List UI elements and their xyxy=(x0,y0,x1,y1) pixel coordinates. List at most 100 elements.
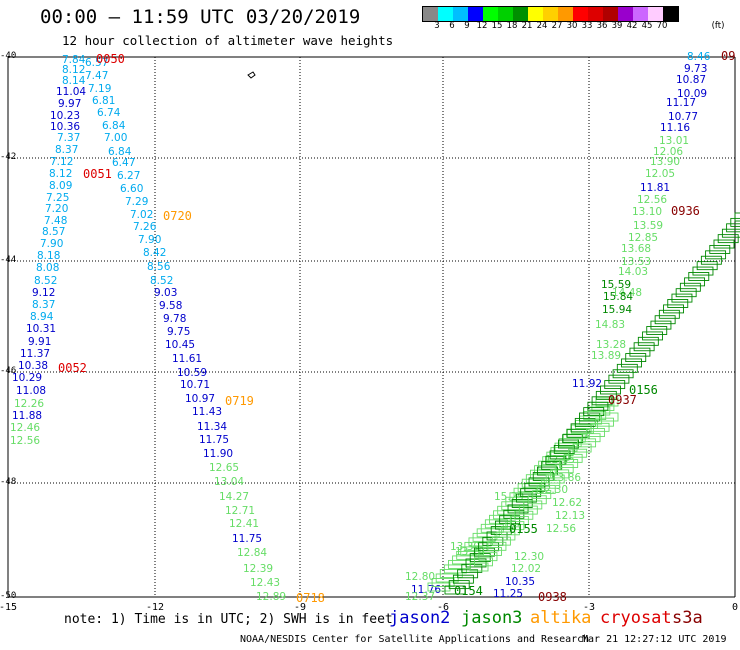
wave-height-label: 11.04 xyxy=(56,86,86,98)
scale-label: 6 xyxy=(449,21,455,31)
wave-height-label: 12.30 xyxy=(514,551,544,563)
scale-swatch xyxy=(423,7,438,21)
scale-label: 39 xyxy=(611,21,623,31)
wave-height-label: 8.12 xyxy=(49,168,72,180)
wave-height-label: 8.37 xyxy=(32,299,55,311)
wave-height-label: 7.84 xyxy=(62,54,86,66)
scale-unit: (ft) xyxy=(711,21,725,31)
scale-swatch xyxy=(513,7,528,21)
wave-height-label: 12.89 xyxy=(256,591,286,603)
longitude-label: -9 xyxy=(293,602,307,613)
generated-timestamp: Mar 21 12:27:12 UTC 2019 xyxy=(582,634,727,645)
legend-altika: altika xyxy=(530,608,592,628)
scale-swatch xyxy=(618,7,633,21)
wave-height-label: 12.26 xyxy=(14,398,44,410)
time-tags: 0050 0051 0052 0720 0719 0718 0936 0937 0938 09 01… xyxy=(58,49,735,605)
island-outline xyxy=(247,71,256,79)
wave-height-label: 11.43 xyxy=(192,406,222,418)
wave-height-label: 9.58 xyxy=(159,300,182,312)
wave-height-label: 15.94 xyxy=(602,304,632,316)
wave-height-label: 11.37 xyxy=(20,348,50,360)
pass-time-tag: 0720 xyxy=(163,209,192,223)
wave-height-label: 12.56 xyxy=(546,523,576,535)
wave-height-label: 9.12 xyxy=(32,287,55,299)
pass-time-tag: 0938 xyxy=(538,590,567,604)
wave-height-label: 9.75 xyxy=(167,326,190,338)
scale-label: 30 xyxy=(566,21,578,31)
wave-height-label: 13.89 xyxy=(591,350,621,362)
page-title: 00:00 — 11:59 UTC 03/20/2019 xyxy=(40,6,361,28)
wave-height-label: 10.35 xyxy=(505,576,535,588)
wave-height-label: 12.41 xyxy=(229,518,259,530)
wave-height-label: 14.03 xyxy=(618,266,648,278)
wave-height-label: 6.84 xyxy=(102,120,126,132)
wave-height-label: 11.34 xyxy=(197,421,227,433)
latitude-label: -46 xyxy=(0,366,17,376)
wave-height-label: 11.16 xyxy=(660,122,690,134)
scale-swatch xyxy=(558,7,573,21)
longitude-label: -3 xyxy=(582,602,596,613)
wave-height-label: 7.12 xyxy=(50,156,73,168)
wave-height-label: 11.92 xyxy=(572,378,602,390)
latitude-label: -40 xyxy=(0,51,17,61)
wave-height-label: 7.90 xyxy=(138,234,161,246)
wave-height-label: 7.19 xyxy=(88,83,111,95)
color-scale xyxy=(422,6,679,22)
graticule xyxy=(7,56,736,598)
pass-time-tag: 09 xyxy=(721,49,735,63)
wave-height-label: 6.74 xyxy=(97,107,121,119)
latitude-label: -48 xyxy=(0,477,17,487)
wave-height-label: 8.18 xyxy=(37,250,60,262)
wave-height-label: 8.37 xyxy=(55,144,78,156)
wave-height-label: 8.42 xyxy=(143,247,166,259)
wave-height-label: 13.53 xyxy=(621,256,651,268)
scale-label: 9 xyxy=(464,21,470,31)
wave-height-label: 8.09 xyxy=(49,180,72,192)
scale-swatch xyxy=(498,7,513,21)
scale-label: 3 xyxy=(434,21,440,31)
scale-label: 42 xyxy=(626,21,638,31)
wave-height-label: 11.17 xyxy=(666,97,696,109)
scale-label: 24 xyxy=(536,21,548,31)
wave-height-label: 7.47 xyxy=(85,70,108,82)
scale-label: 12 xyxy=(476,21,488,31)
scale-swatch xyxy=(588,7,603,21)
wave-height-label: 13.59 xyxy=(633,220,663,232)
wave-height-label: 12.71 xyxy=(225,505,255,517)
wave-height-label: 11.90 xyxy=(203,448,233,460)
wave-height-label: 11.81 xyxy=(640,182,670,194)
scale-label: 18 xyxy=(506,21,518,31)
scale-swatch xyxy=(603,7,618,21)
pass-time-tag: 0156 xyxy=(629,383,658,397)
wave-height-label: 6.81 xyxy=(92,95,115,107)
scale-label: 27 xyxy=(551,21,563,31)
page-subtitle: 12 hour collection of altimeter wave hei… xyxy=(62,33,394,48)
wave-height-label: 12.13 xyxy=(555,510,585,522)
wave-height-label: 7.48 xyxy=(44,215,67,227)
pass-time-tag: 0050 xyxy=(96,52,125,66)
wave-height-label: 10.45 xyxy=(165,339,195,351)
pass-time-tag: 0051 xyxy=(83,167,112,181)
wave-height-label: 8.57 xyxy=(42,226,65,238)
wave-height-label: 11.88 xyxy=(12,410,42,422)
wave-height-label: 11.61 xyxy=(172,353,202,365)
longitude-label: -12 xyxy=(145,602,165,613)
wave-height-label: 9.73 xyxy=(684,63,707,75)
wave-height-label: 14.27 xyxy=(219,491,249,503)
wave-height-label: 12.39 xyxy=(243,563,273,575)
latitude-label: -50 xyxy=(0,591,17,601)
wave-height-label: 9.03 xyxy=(154,287,177,299)
wave-height-label: 7.02 xyxy=(130,209,153,221)
wave-height-label: 14.83 xyxy=(595,319,625,331)
wave-height-label: 7.26 xyxy=(133,221,157,233)
legend-cryosat: cryosat xyxy=(600,608,672,628)
scale-label: 36 xyxy=(596,21,608,31)
wave-height-label: 13.01 xyxy=(659,135,689,147)
scale-swatch xyxy=(528,7,543,21)
wave-height-label: 13.90 xyxy=(650,156,680,168)
longitude-label: -15 xyxy=(0,602,18,613)
wave-height-label: 7.25 xyxy=(46,192,69,204)
wave-height-label: 12.43 xyxy=(250,577,280,589)
wave-height-label: 10.23 xyxy=(50,110,80,122)
